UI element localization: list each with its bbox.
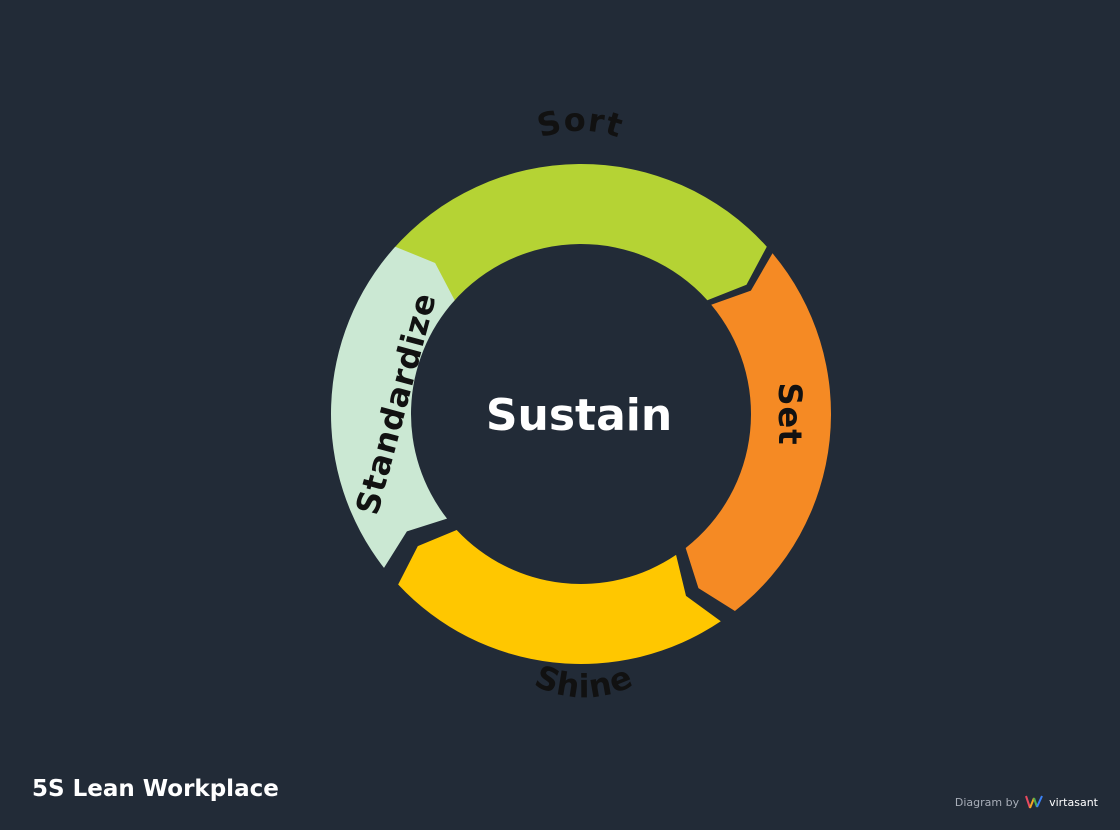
footer-title: 5S Lean Workplace xyxy=(32,776,279,802)
segment-label-sort: Sort xyxy=(533,100,628,145)
segment-set xyxy=(685,253,832,612)
credit: Diagram by virtasant xyxy=(955,795,1098,809)
segment-label-set: Set xyxy=(771,382,809,445)
credit-brand: virtasant xyxy=(1049,795,1098,809)
center-label-sustain: Sustain xyxy=(486,390,672,441)
segment-sort xyxy=(392,164,767,303)
segment-standardize xyxy=(331,246,455,568)
virtasant-logo-icon xyxy=(1025,795,1044,809)
credit-prefix: Diagram by xyxy=(954,795,1020,809)
segment-shine xyxy=(398,529,721,665)
segment-label-shine: Shine xyxy=(530,657,639,705)
